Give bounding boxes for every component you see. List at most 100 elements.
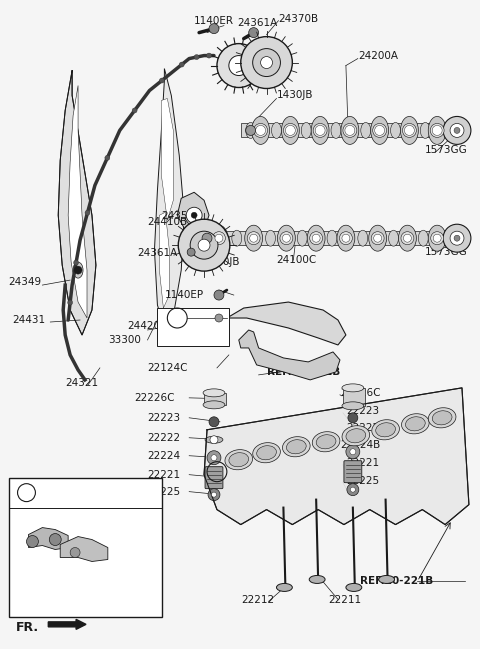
Text: 24361A: 24361A	[138, 248, 178, 258]
Circle shape	[229, 56, 249, 75]
Ellipse shape	[346, 583, 362, 591]
Text: FR.: FR.	[15, 621, 39, 634]
Ellipse shape	[280, 232, 293, 245]
Ellipse shape	[400, 116, 419, 144]
Circle shape	[350, 432, 356, 438]
Ellipse shape	[310, 232, 323, 245]
Polygon shape	[161, 99, 173, 220]
Ellipse shape	[301, 123, 311, 138]
Ellipse shape	[247, 232, 260, 245]
Polygon shape	[60, 537, 108, 561]
Text: 1573GG: 1573GG	[425, 145, 468, 155]
Circle shape	[207, 450, 221, 465]
Ellipse shape	[361, 123, 371, 138]
Ellipse shape	[372, 123, 386, 138]
Polygon shape	[194, 231, 457, 245]
Ellipse shape	[253, 123, 267, 138]
Circle shape	[250, 234, 258, 242]
Ellipse shape	[276, 583, 292, 591]
Ellipse shape	[419, 230, 428, 246]
Bar	[343, 388, 365, 406]
Ellipse shape	[341, 116, 359, 144]
Circle shape	[454, 235, 460, 241]
FancyBboxPatch shape	[344, 461, 362, 483]
Ellipse shape	[430, 123, 444, 138]
Ellipse shape	[406, 417, 425, 431]
Text: 22223: 22223	[147, 413, 180, 422]
Circle shape	[208, 489, 220, 500]
Ellipse shape	[316, 435, 336, 449]
Ellipse shape	[210, 225, 228, 251]
Polygon shape	[159, 212, 169, 308]
Ellipse shape	[309, 576, 325, 583]
Circle shape	[286, 125, 295, 136]
Circle shape	[450, 123, 464, 138]
Circle shape	[346, 445, 360, 459]
Circle shape	[215, 234, 223, 242]
Ellipse shape	[232, 230, 242, 246]
Ellipse shape	[283, 437, 310, 457]
Circle shape	[105, 155, 110, 160]
Ellipse shape	[428, 408, 456, 428]
Circle shape	[246, 125, 256, 136]
Circle shape	[241, 36, 292, 88]
Text: 22224B: 22224B	[340, 440, 380, 450]
Polygon shape	[204, 388, 469, 524]
Text: 1430JB: 1430JB	[204, 257, 240, 267]
Text: 1430JB: 1430JB	[276, 90, 313, 101]
Circle shape	[202, 233, 212, 243]
Bar	[204, 393, 226, 405]
Ellipse shape	[277, 225, 295, 251]
Ellipse shape	[342, 384, 364, 392]
Circle shape	[345, 125, 355, 136]
Text: 33300: 33300	[108, 335, 141, 345]
Bar	[157, 308, 229, 346]
Ellipse shape	[229, 452, 249, 467]
Ellipse shape	[331, 123, 341, 138]
Polygon shape	[227, 302, 346, 345]
Circle shape	[404, 234, 411, 242]
Circle shape	[350, 448, 356, 455]
Circle shape	[282, 234, 290, 242]
Circle shape	[211, 455, 217, 461]
Ellipse shape	[265, 230, 276, 246]
Circle shape	[179, 62, 184, 67]
Circle shape	[350, 487, 355, 492]
Circle shape	[433, 234, 441, 242]
Ellipse shape	[252, 116, 270, 144]
Ellipse shape	[203, 401, 225, 409]
Ellipse shape	[202, 230, 212, 246]
Text: 24370B: 24370B	[278, 14, 319, 23]
Polygon shape	[241, 123, 457, 138]
Ellipse shape	[444, 123, 454, 138]
Circle shape	[252, 49, 280, 77]
Text: 24100C: 24100C	[276, 255, 317, 265]
Ellipse shape	[297, 230, 307, 246]
Ellipse shape	[371, 116, 389, 144]
Ellipse shape	[389, 230, 398, 246]
Circle shape	[73, 260, 79, 265]
Ellipse shape	[205, 436, 223, 443]
Text: 24349: 24349	[9, 277, 42, 287]
Text: 24431: 24431	[12, 315, 46, 325]
Ellipse shape	[444, 230, 454, 246]
Text: 24200A: 24200A	[358, 51, 398, 60]
Ellipse shape	[253, 443, 280, 463]
Circle shape	[432, 125, 442, 136]
Ellipse shape	[428, 225, 446, 251]
Text: a: a	[175, 313, 180, 323]
Text: 22225: 22225	[147, 487, 180, 496]
Ellipse shape	[431, 232, 444, 245]
Ellipse shape	[283, 123, 297, 138]
Circle shape	[348, 413, 358, 422]
Text: 1140ER: 1140ER	[194, 16, 234, 26]
Circle shape	[85, 210, 90, 215]
Circle shape	[49, 533, 61, 546]
Text: a: a	[24, 488, 29, 497]
Text: REF.20-221B: REF.20-221B	[266, 367, 340, 377]
Polygon shape	[28, 528, 68, 550]
Ellipse shape	[287, 439, 306, 454]
Ellipse shape	[401, 232, 414, 245]
Bar	[9, 478, 162, 617]
Ellipse shape	[402, 413, 429, 434]
